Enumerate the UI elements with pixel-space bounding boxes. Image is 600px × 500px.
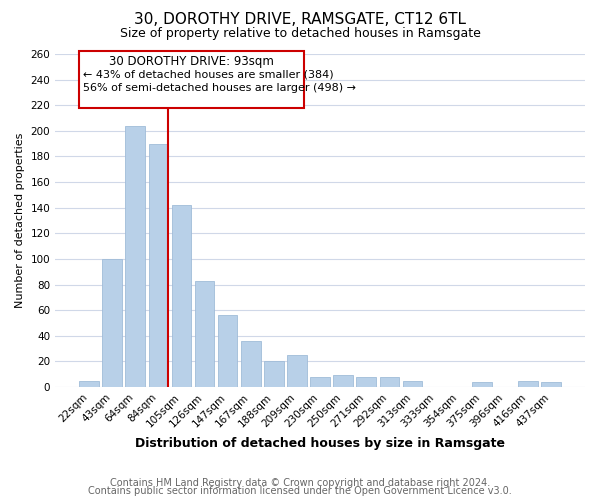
Bar xyxy=(241,341,260,387)
Bar xyxy=(472,382,491,387)
Bar xyxy=(518,380,538,387)
Bar xyxy=(334,376,353,387)
Bar xyxy=(356,376,376,387)
X-axis label: Distribution of detached houses by size in Ramsgate: Distribution of detached houses by size … xyxy=(135,437,505,450)
Bar xyxy=(103,259,122,387)
Bar xyxy=(149,144,168,387)
Bar xyxy=(172,205,191,387)
Bar xyxy=(541,382,561,387)
Text: 30, DOROTHY DRIVE, RAMSGATE, CT12 6TL: 30, DOROTHY DRIVE, RAMSGATE, CT12 6TL xyxy=(134,12,466,28)
Bar xyxy=(195,280,214,387)
Text: 30 DOROTHY DRIVE: 93sqm: 30 DOROTHY DRIVE: 93sqm xyxy=(109,56,274,68)
Text: 56% of semi-detached houses are larger (498) →: 56% of semi-detached houses are larger (… xyxy=(83,84,356,94)
Text: Contains public sector information licensed under the Open Government Licence v3: Contains public sector information licen… xyxy=(88,486,512,496)
Bar xyxy=(125,126,145,387)
Bar xyxy=(380,376,399,387)
Y-axis label: Number of detached properties: Number of detached properties xyxy=(15,133,25,308)
Bar xyxy=(310,376,330,387)
FancyBboxPatch shape xyxy=(79,52,304,108)
Bar xyxy=(79,380,99,387)
Bar xyxy=(287,355,307,387)
Bar xyxy=(264,362,284,387)
Bar xyxy=(218,315,238,387)
Text: Contains HM Land Registry data © Crown copyright and database right 2024.: Contains HM Land Registry data © Crown c… xyxy=(110,478,490,488)
Text: ← 43% of detached houses are smaller (384): ← 43% of detached houses are smaller (38… xyxy=(83,70,334,80)
Text: Size of property relative to detached houses in Ramsgate: Size of property relative to detached ho… xyxy=(119,28,481,40)
Bar xyxy=(403,380,422,387)
